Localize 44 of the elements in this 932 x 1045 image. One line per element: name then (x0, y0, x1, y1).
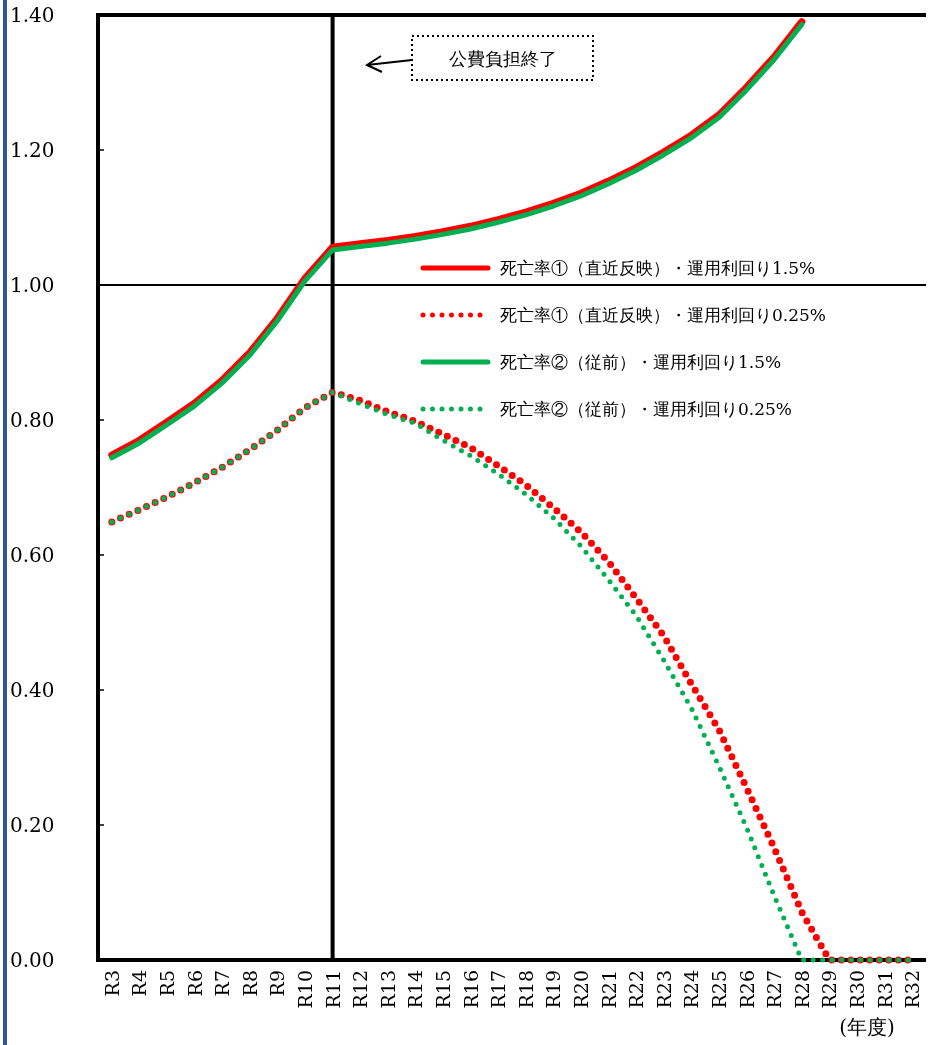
x-tick-label: R32 (901, 970, 924, 1009)
x-tick-label: R27 (763, 970, 786, 1009)
y-tick-label: 1.20 (10, 138, 55, 162)
x-tick-label: R10 (294, 970, 316, 1009)
y-tick-label: 0.40 (10, 678, 55, 702)
x-tick-label: R11 (321, 970, 344, 1009)
x-tick-label: R14 (404, 970, 427, 1009)
x-tick-label: R29 (818, 970, 841, 1009)
x-tick-label: R24 (680, 970, 703, 1009)
x-tick-label: R5 (156, 970, 178, 997)
x-tick-label: R23 (652, 970, 675, 1009)
x-tick-label: R3 (100, 970, 123, 997)
legend-label: 死亡率①（直近反映）・運用利回り1.5% (500, 258, 816, 278)
x-tick-label: R9 (266, 970, 289, 997)
y-tick-label: 1.00 (10, 273, 55, 297)
annotation: 公費負担終了 (448, 47, 557, 69)
x-tick-label: R8 (238, 970, 261, 997)
x-tick-label: R18 (514, 970, 537, 1009)
x-tick-label: R28 (790, 970, 813, 1009)
x-tick-label: R22 (625, 970, 648, 1009)
x-tick-label: R13 (376, 970, 399, 1009)
y-tick-label: 0.60 (10, 543, 55, 567)
x-tick-label: R15 (432, 970, 454, 1009)
y-tick-label: 0.20 (10, 813, 55, 837)
x-tick-label: R20 (570, 970, 592, 1009)
x-tick-label: R21 (597, 970, 620, 1009)
y-tick-label: 0.00 (10, 948, 55, 972)
x-tick-label: R17 (487, 970, 510, 1009)
x-tick-label: R26 (735, 970, 758, 1009)
x-tick-label: R31 (873, 970, 896, 1009)
x-axis-title: (年度) (839, 1015, 895, 1039)
x-tick-label: R6 (183, 970, 206, 997)
y-tick-label: 1.40 (10, 3, 55, 27)
x-tick-label: R30 (846, 970, 868, 1009)
x-tick-label: R12 (349, 970, 372, 1009)
x-tick-label: R19 (542, 970, 565, 1009)
legend-label: 死亡率②（従前）・運用利回り1.5% (500, 352, 782, 372)
legend-label: 死亡率①（直近反映）・運用利回り0.25% (500, 305, 827, 325)
legend-label: 死亡率②（従前）・運用利回り0.25% (500, 399, 793, 419)
x-tick-label: R16 (459, 970, 482, 1009)
x-tick-label: R7 (211, 970, 234, 997)
x-tick-label: R25 (708, 970, 730, 1009)
y-tick-label: 0.80 (10, 408, 55, 432)
x-tick-label: R4 (128, 970, 151, 997)
